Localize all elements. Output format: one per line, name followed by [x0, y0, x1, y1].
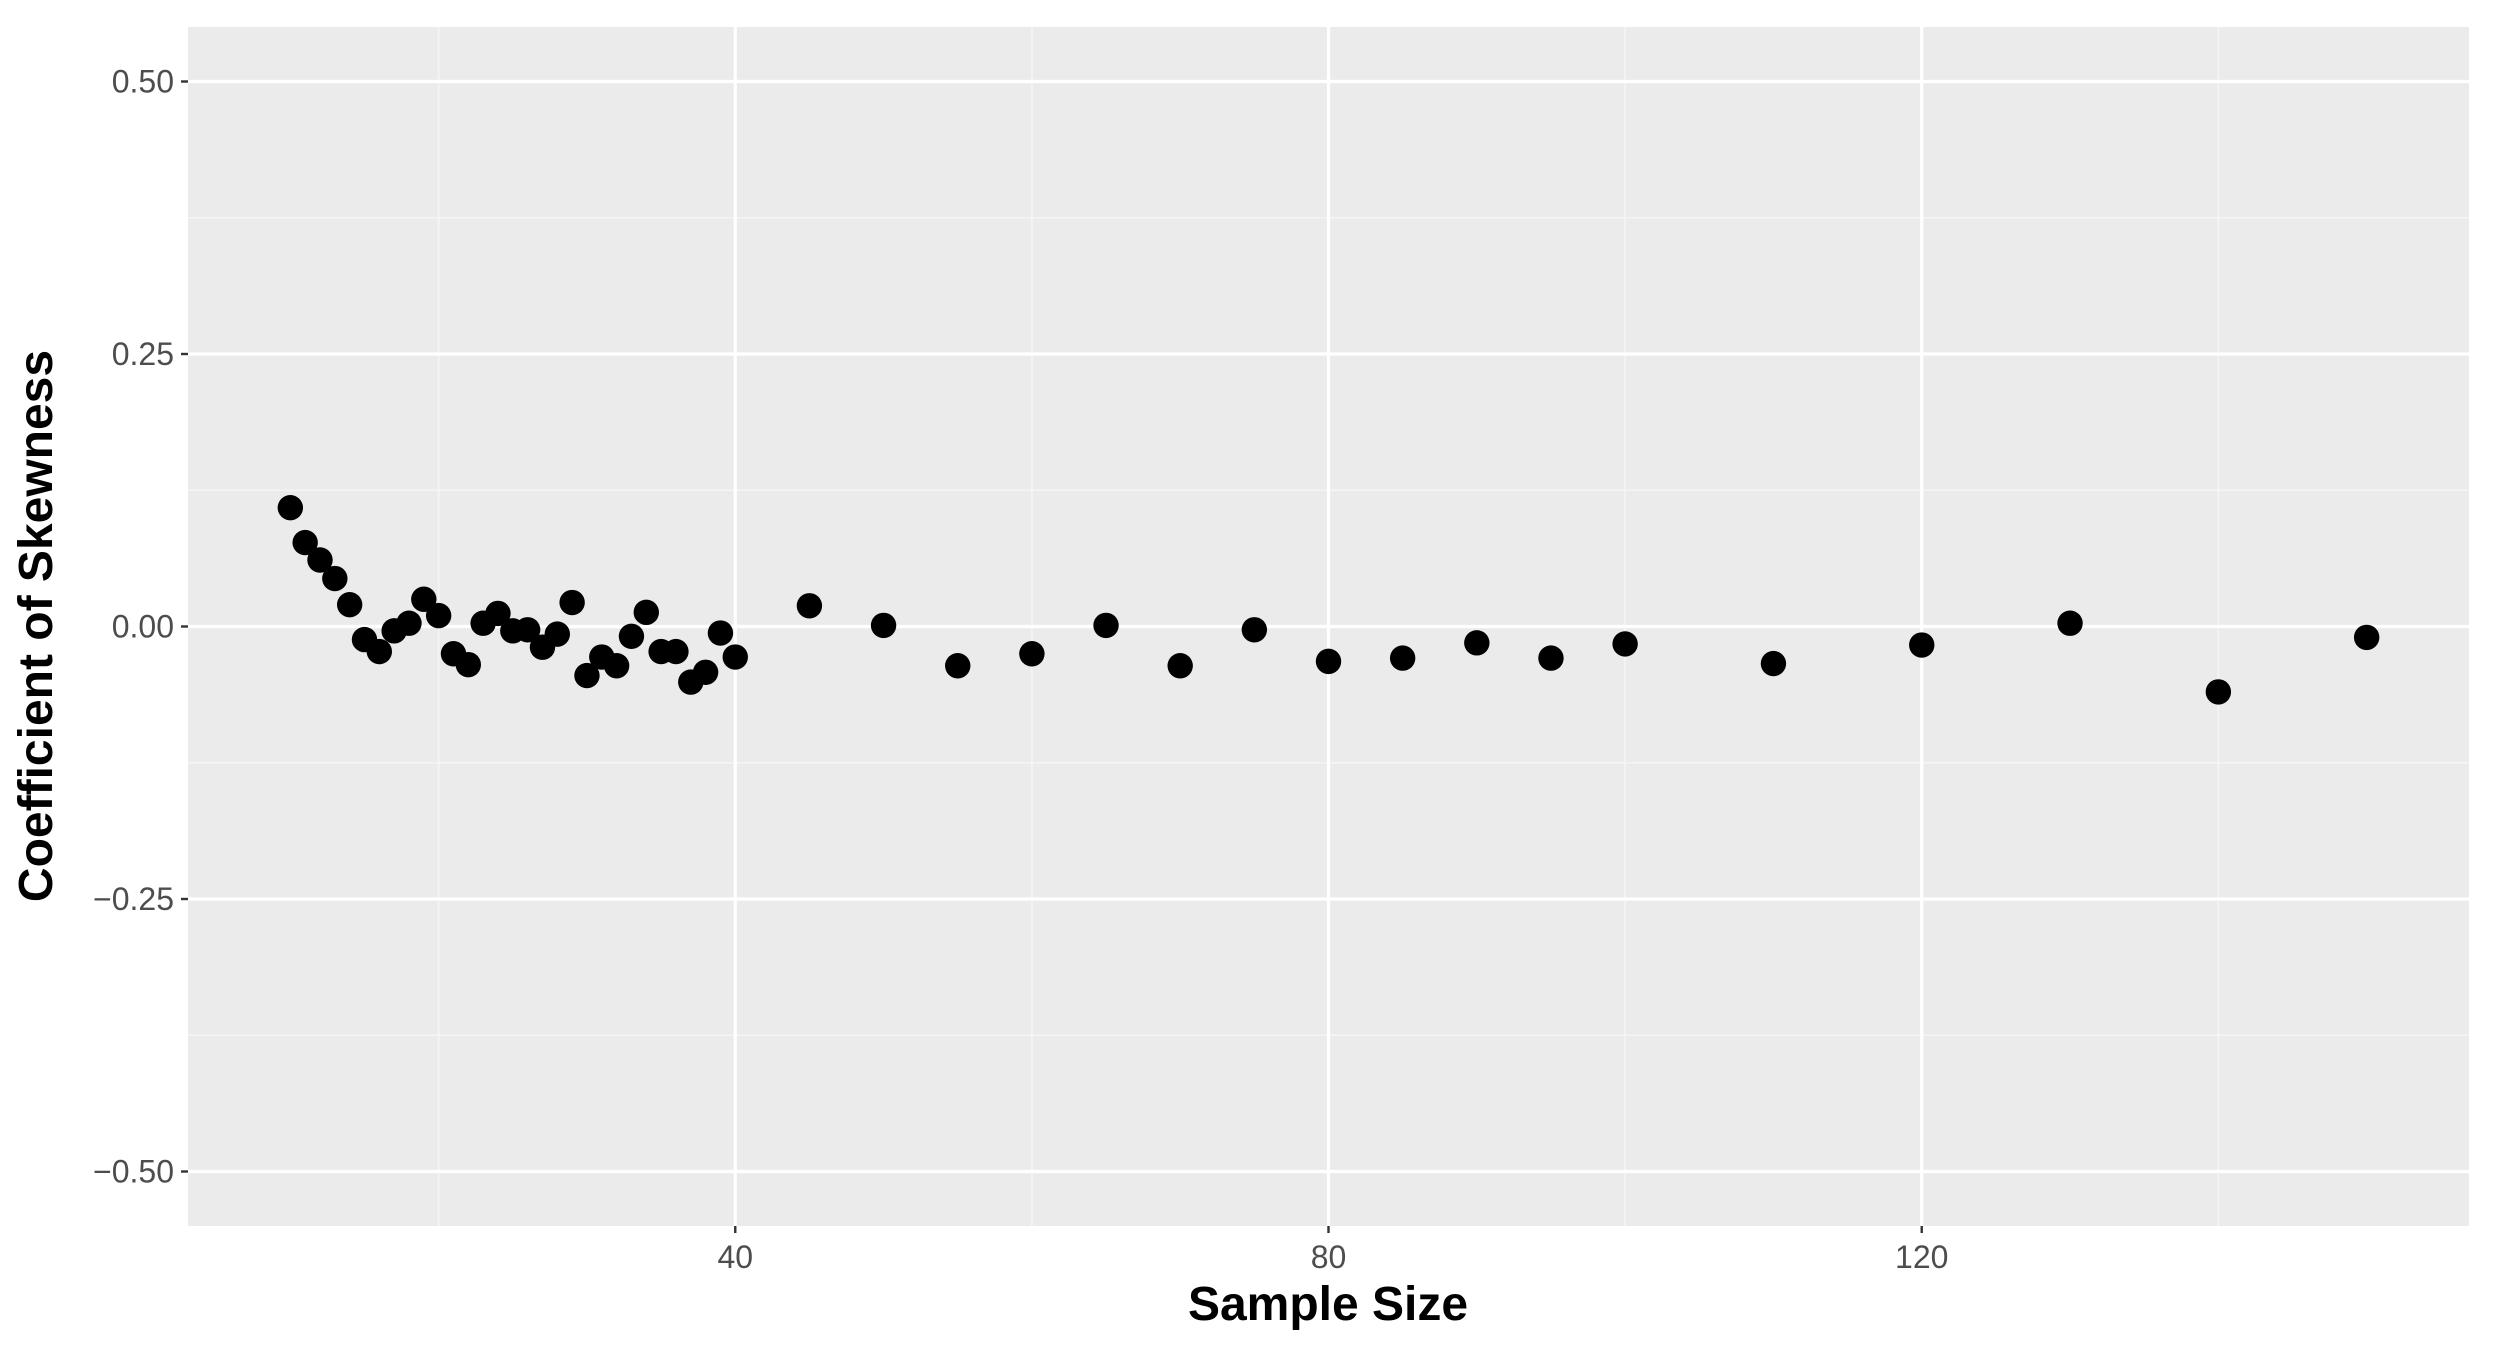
x-axis-title: Sample Size — [1188, 1278, 1468, 1331]
point — [796, 593, 823, 619]
point — [2057, 610, 2083, 636]
point — [366, 638, 393, 665]
point — [1167, 653, 1193, 679]
point — [603, 653, 630, 679]
point — [455, 651, 482, 678]
point — [411, 586, 437, 612]
point — [870, 612, 897, 639]
point — [2205, 679, 2232, 705]
point — [1019, 641, 1045, 667]
point — [292, 529, 318, 556]
point — [1760, 650, 1787, 677]
y-tick-label: −0.50 — [93, 1154, 174, 1190]
point — [663, 638, 689, 665]
point — [618, 623, 645, 650]
y-tick-label: 0.50 — [112, 64, 174, 100]
point — [722, 644, 748, 670]
grid — [188, 27, 2469, 1226]
point — [559, 589, 585, 616]
point — [1612, 631, 1638, 657]
point — [336, 592, 363, 618]
point — [485, 600, 511, 627]
point — [574, 662, 600, 689]
point — [277, 494, 304, 521]
point — [1093, 612, 1119, 639]
x-tick-label: 80 — [1311, 1239, 1347, 1275]
x-tick-label: 120 — [1895, 1239, 1948, 1275]
point — [945, 653, 971, 679]
point — [322, 565, 348, 592]
point — [692, 659, 719, 685]
x-tick-label: 40 — [717, 1239, 753, 1275]
point — [2353, 624, 2380, 651]
point — [1464, 630, 1490, 656]
y-axis-title: Coefficient of Skewness — [10, 350, 63, 902]
y-tick-label: 0.00 — [112, 609, 174, 645]
point — [425, 602, 452, 629]
point — [396, 610, 422, 636]
point — [707, 620, 734, 646]
point — [544, 621, 570, 647]
point — [1389, 645, 1416, 671]
point — [1315, 648, 1342, 675]
point — [1538, 645, 1564, 671]
point — [307, 547, 333, 573]
point — [1909, 632, 1935, 658]
marks — [277, 494, 2380, 705]
y-tick-label: −0.25 — [93, 881, 174, 917]
point — [633, 599, 659, 626]
point — [514, 617, 541, 643]
y-tick-label: 0.25 — [112, 336, 174, 372]
point — [1241, 617, 1268, 643]
